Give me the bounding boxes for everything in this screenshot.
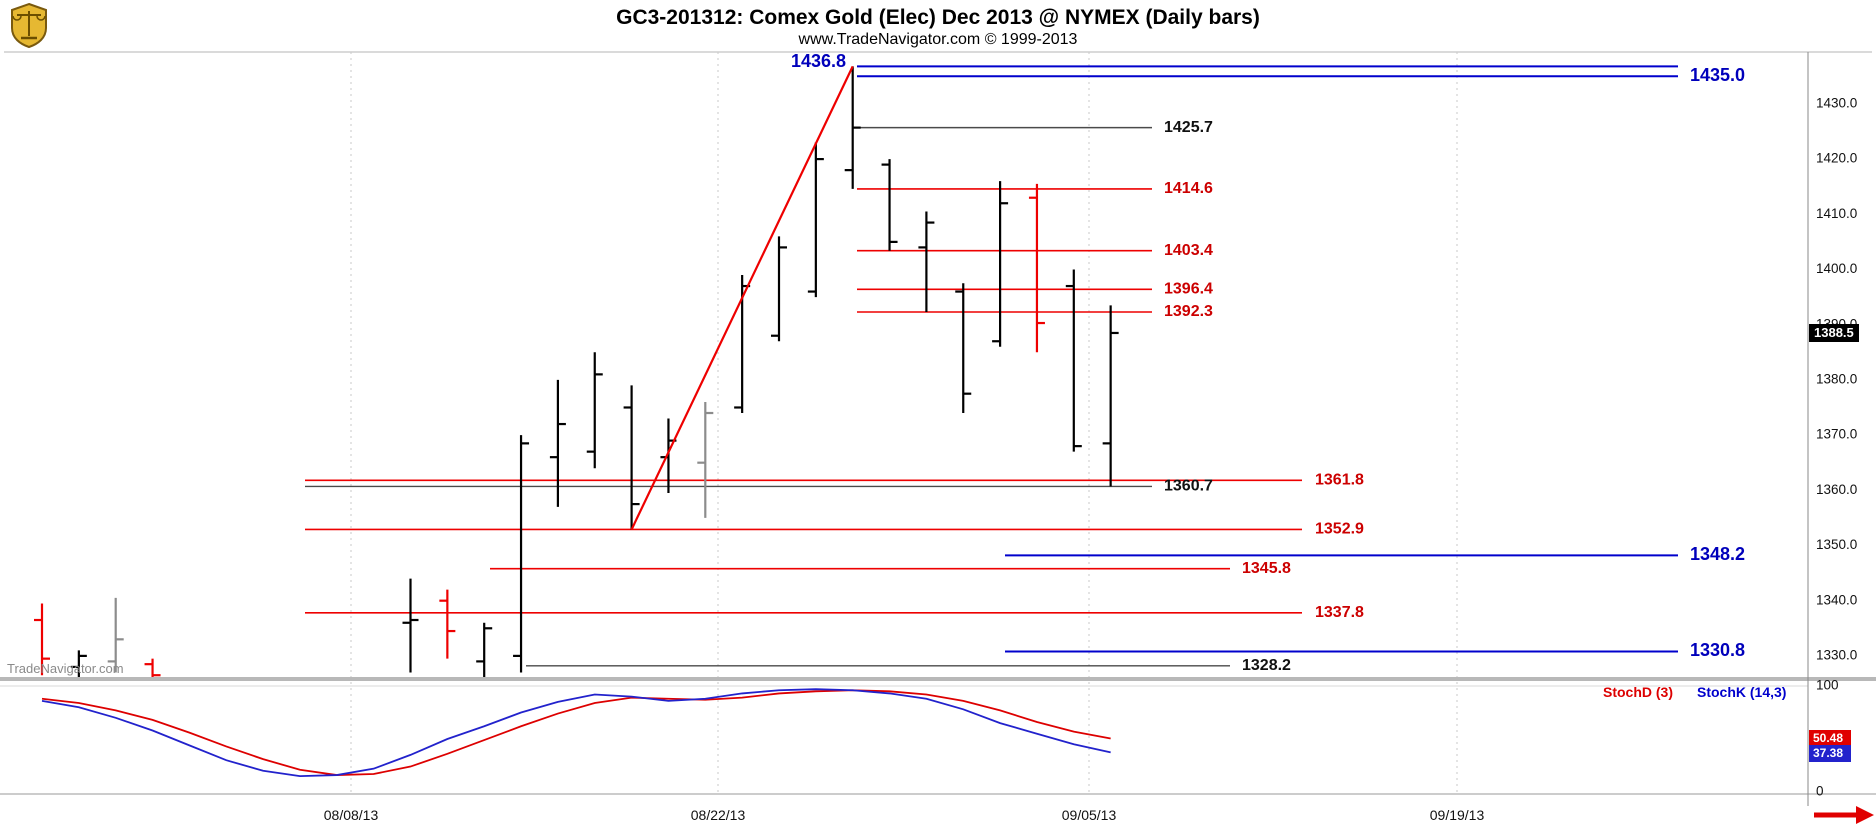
price-axis[interactable] — [1808, 52, 1876, 806]
stoch-scale-100: 100 — [1816, 678, 1839, 693]
x-date-label: 08/08/13 — [324, 807, 379, 823]
level-label-1392.3: 1392.3 — [1164, 303, 1213, 320]
trendline — [630, 65, 854, 530]
level-label-1337.8: 1337.8 — [1315, 604, 1364, 621]
level-label-1435.0: 1435.0 — [1690, 65, 1745, 85]
level-label-1345.8: 1345.8 — [1242, 560, 1291, 577]
y-tick-label: 1430.0 — [1816, 95, 1857, 110]
tradenavigator-logo — [8, 2, 50, 49]
last-price-badge: 1388.5 — [1809, 324, 1859, 342]
y-tick-label: 1370.0 — [1816, 427, 1857, 442]
level-label-1360.7: 1360.7 — [1164, 478, 1213, 495]
x-date-label: 08/22/13 — [691, 807, 746, 823]
panel-divider — [0, 677, 1876, 681]
stochk-legend-label[interactable]: StochK (14,3) — [1697, 684, 1787, 700]
x-date-label: 09/19/13 — [1430, 807, 1485, 823]
y-tick-label: 1330.0 — [1816, 647, 1857, 662]
y-tick-label: 1340.0 — [1816, 592, 1857, 607]
y-tick-label: 1400.0 — [1816, 261, 1857, 276]
y-tick-label: 1420.0 — [1816, 151, 1857, 166]
chart-title: GC3-201312: Comex Gold (Elec) Dec 2013 @… — [616, 6, 1260, 29]
level-label-1328.2: 1328.2 — [1242, 657, 1291, 674]
y-tick-label: 1410.0 — [1816, 206, 1857, 221]
level-label-1403.4: 1403.4 — [1164, 242, 1213, 259]
stochd-curve — [41, 689, 1111, 776]
stochk-value-badge: 37.38 — [1809, 745, 1851, 762]
stochk-curve — [41, 688, 1111, 778]
chart-subtitle: www.TradeNavigator.com © 1999-2013 — [798, 31, 1078, 48]
stochd-legend-label[interactable]: StochD (3) — [1603, 684, 1673, 700]
time-axis[interactable] — [0, 800, 1876, 828]
level-label-1414.6: 1414.6 — [1164, 180, 1213, 197]
level-label-1425.7: 1425.7 — [1164, 119, 1213, 136]
level-label-1396.4: 1396.4 — [1164, 281, 1213, 298]
x-date-label: 09/05/13 — [1062, 807, 1117, 823]
level-label-1361.8: 1361.8 — [1315, 472, 1364, 489]
y-tick-label: 1350.0 — [1816, 537, 1857, 552]
y-tick-label: 1380.0 — [1816, 371, 1857, 386]
stochd-value-badge: 50.48 — [1809, 730, 1851, 747]
stoch-scale-0: 0 — [1816, 784, 1824, 799]
level-label-1436.8: 1436.8 — [791, 51, 846, 71]
watermark: TradeNavigator.com — [7, 661, 124, 676]
scroll-right-arrow-icon[interactable] — [1812, 804, 1876, 826]
level-label-1352.9: 1352.9 — [1315, 521, 1364, 538]
level-label-1348.2: 1348.2 — [1690, 544, 1745, 564]
scales-emblem-icon — [11, 2, 47, 49]
y-tick-label: 1360.0 — [1816, 482, 1857, 497]
level-label-1330.8: 1330.8 — [1690, 640, 1745, 660]
